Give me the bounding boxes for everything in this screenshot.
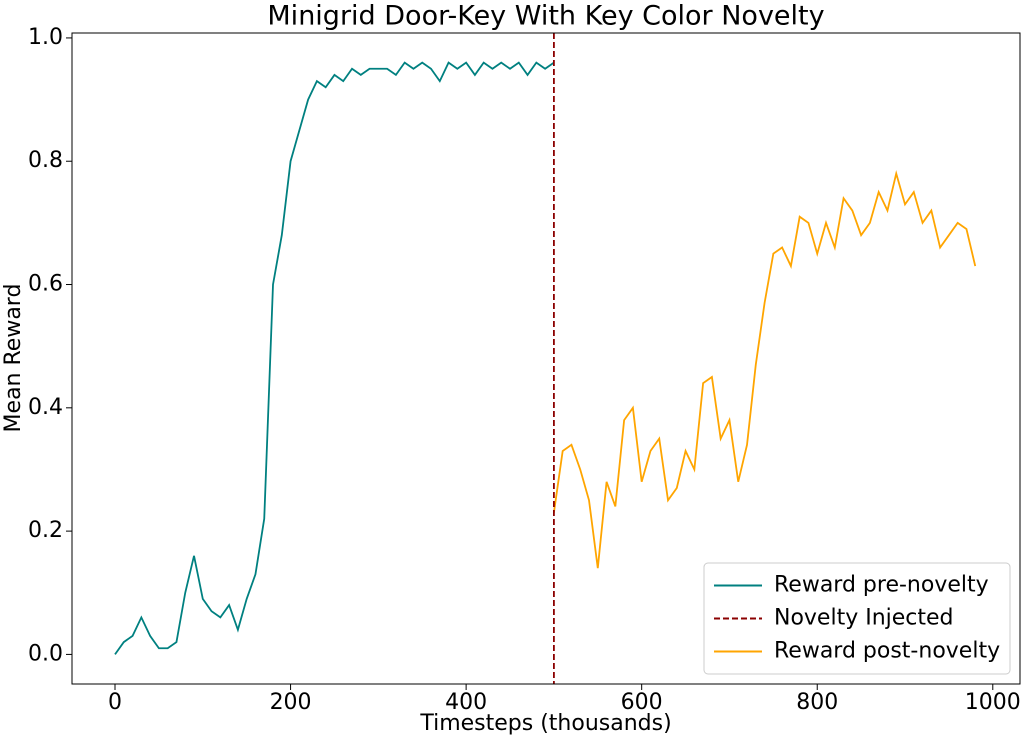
x-axis-label: Timesteps (thousands) (419, 711, 671, 736)
legend-label: Novelty Injected (774, 606, 954, 631)
x-tick-label: 800 (796, 690, 838, 715)
y-tick-label: 0.2 (28, 518, 63, 543)
y-tick-label: 0.8 (28, 148, 63, 173)
legend-box (703, 562, 1011, 675)
y-tick-label: 0.0 (28, 641, 63, 666)
x-tick-label: 400 (445, 690, 487, 715)
legend-label: Reward post-novelty (774, 639, 1000, 664)
chart-title: Minigrid Door-Key With Key Color Novelty (267, 1, 824, 32)
line (553, 169, 977, 569)
plot-frame (71, 32, 1021, 685)
x-tick-label: 600 (621, 690, 663, 715)
y-tick-label: 1.0 (28, 25, 63, 50)
x-tick-label: 0 (108, 690, 122, 715)
y-tick-label: 0.4 (28, 395, 63, 420)
line (114, 61, 555, 655)
x-tick-label: 1000 (965, 690, 1021, 715)
y-axis-label: Mean Reward (1, 284, 26, 433)
x-tick-label: 200 (270, 690, 312, 715)
y-tick-label: 0.6 (28, 272, 63, 297)
legend-label: Reward pre-novelty (774, 573, 989, 598)
